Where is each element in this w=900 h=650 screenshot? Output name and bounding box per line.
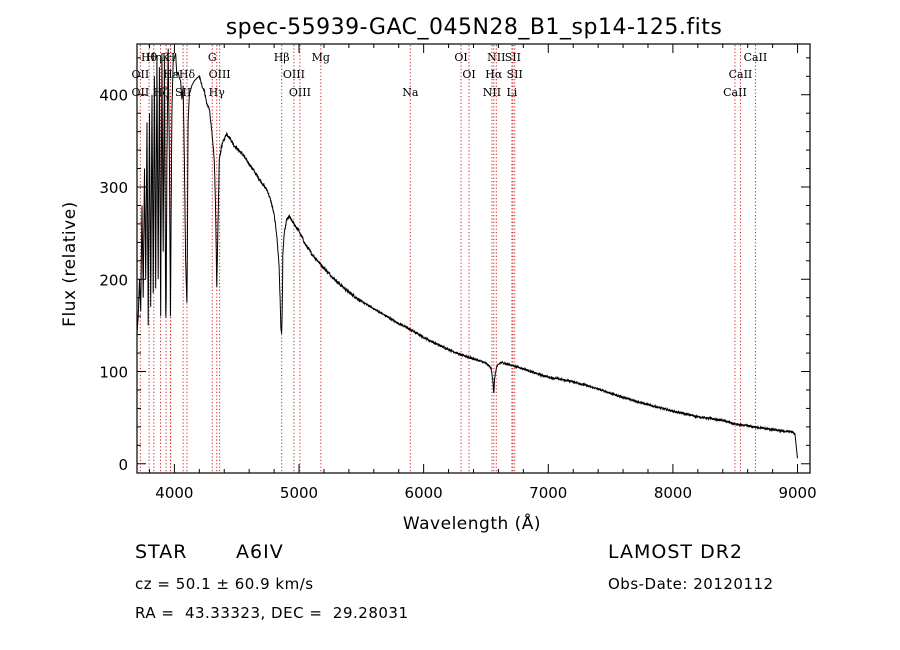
line-label: OIII — [283, 68, 305, 81]
line-label: Hγ — [209, 86, 226, 99]
x-axis-label: Wavelength (Å) — [403, 512, 541, 534]
x-tick-label: 7000 — [529, 484, 567, 502]
line-label: OIII — [209, 68, 231, 81]
line-label: G — [208, 51, 217, 64]
line-label: NII — [487, 51, 505, 64]
line-label: OI — [454, 51, 467, 64]
line-label: CaII — [729, 68, 753, 81]
x-tick-label: 5000 — [280, 484, 318, 502]
line-label: Na — [402, 86, 419, 99]
line-label: SII — [505, 51, 521, 64]
x-tick-label: 4000 — [155, 484, 193, 502]
line-label: Mg — [312, 51, 330, 64]
coordinates: RA = 43.33323, DEC = 29.28031 — [135, 604, 409, 622]
line-label: K — [162, 51, 171, 64]
y-tick-label: 200 — [99, 271, 128, 289]
object-class: STAR — [135, 541, 188, 563]
line-label: NII — [483, 86, 501, 99]
line-label: Hθ — [141, 51, 158, 64]
y-tick-label: 300 — [99, 179, 128, 197]
x-tick-label: 6000 — [405, 484, 443, 502]
survey-name: LAMOST DR2 — [608, 541, 743, 563]
line-label: Hη — [146, 51, 162, 64]
object-subclass: A6IV — [236, 541, 284, 563]
chart-title: spec-55939-GAC_045N28_B1_sp14-125.fits — [226, 15, 723, 40]
line-label: Hβ — [274, 51, 290, 64]
spectrum-line — [136, 48, 798, 459]
line-label: SII — [507, 68, 523, 81]
line-label: OI — [462, 68, 475, 81]
y-axis: 0 100 200 300 400 — [99, 57, 810, 474]
line-label: OII — [132, 68, 150, 81]
line-label: OII — [132, 86, 150, 99]
y-axis-label: Flux (relative) — [60, 201, 80, 327]
line-label: Hδ — [179, 68, 196, 81]
line-label: Hα — [485, 68, 503, 81]
redshift-velocity: cz = 50.1 ± 60.9 km/s — [135, 575, 314, 593]
line-label: CaII — [723, 86, 747, 99]
x-tick-label: 9000 — [778, 484, 816, 502]
observation-date: Obs-Date: 20120112 — [608, 575, 774, 593]
y-tick-label: 0 — [118, 456, 128, 474]
x-tick-label: 8000 — [654, 484, 692, 502]
line-label: H — [166, 51, 176, 64]
line-label: Hε — [163, 68, 179, 81]
line-label: CaII — [744, 51, 768, 64]
x-axis: 4000 5000 6000 7000 8000 9000 — [148, 44, 817, 502]
line-label: OIII — [289, 86, 311, 99]
plot-frame — [136, 43, 811, 474]
y-tick-label: 100 — [99, 364, 128, 382]
y-tick-label: 400 — [99, 87, 128, 105]
line-label: Hζ — [153, 86, 169, 99]
line-label: Li — [506, 86, 517, 99]
